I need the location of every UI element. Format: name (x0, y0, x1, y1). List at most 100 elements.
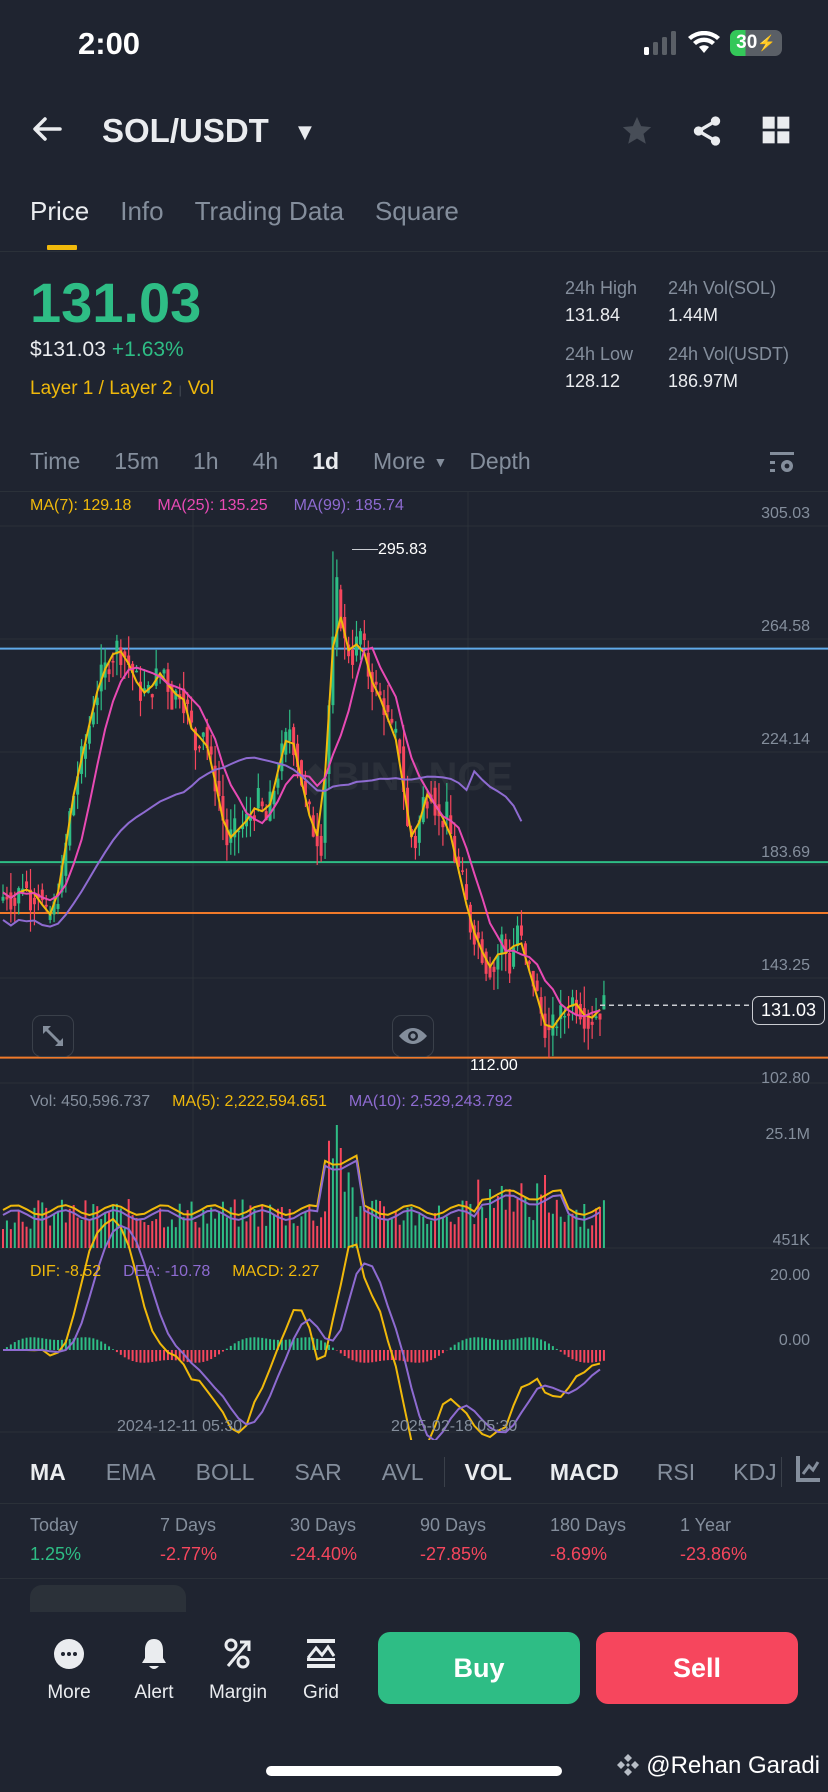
interval-more[interactable]: More (373, 448, 426, 474)
bottom-item-label: Alert (134, 1682, 174, 1703)
stat-value: 186.97M (668, 371, 739, 391)
bottom-item-label: Margin (208, 1682, 268, 1703)
perf-value: -8.69% (550, 1544, 608, 1564)
bottom-grid-button[interactable]: Grid (286, 1636, 356, 1704)
perf-label: 90 Days (420, 1515, 487, 1535)
perf-7d: 7 Days -2.77% (160, 1515, 290, 1565)
divider (0, 491, 828, 492)
interval-15m[interactable]: 15m (114, 448, 160, 474)
stat-label: 24h High (565, 278, 638, 298)
chart-settings-icon[interactable] (768, 450, 796, 480)
kline-chart[interactable]: ◆BINANCE (0, 0, 828, 1440)
indicator-rsi[interactable]: RSI (656, 1458, 696, 1485)
bottom-alert-button[interactable]: Alert (119, 1636, 189, 1704)
indicator-vol[interactable]: VOL (464, 1458, 512, 1485)
indicator-ema[interactable]: EMA (105, 1458, 156, 1485)
interval-1h[interactable]: 1h (193, 448, 219, 474)
macd-legend: DIF: -8.52 DEA: -10.78 MACD: 2.27 (30, 1263, 319, 1281)
stat-24h-vol-base: 24h Vol(SOL) 1.44M (668, 278, 776, 326)
battery-level: 30 (736, 32, 758, 53)
volume-axis-label: 451K (772, 1232, 810, 1249)
interval-time[interactable]: Time (30, 448, 81, 474)
macd-axis-label: 0.00 (778, 1332, 810, 1349)
tab-info[interactable]: Info (120, 196, 164, 226)
indicator-settings-icon[interactable] (795, 1456, 820, 1488)
tab-trading-data[interactable]: Trading Data (194, 196, 344, 226)
perf-value: -23.86% (680, 1544, 748, 1564)
more-caret-icon[interactable]: ▼ (433, 453, 448, 470)
status-icons: 30 ⚡ (644, 30, 782, 56)
sell-button[interactable]: Sell (596, 1632, 798, 1704)
eye-icon (399, 1028, 427, 1044)
indicator-kdj[interactable]: KDJ (733, 1458, 777, 1485)
divider (0, 1578, 828, 1579)
tag-vol[interactable]: Vol (187, 378, 215, 399)
perf-90d: 90 Days -27.85% (420, 1515, 550, 1565)
y-axis-label: 143.25 (761, 957, 810, 974)
perf-value: -27.85% (420, 1544, 488, 1564)
stat-24h-vol-quote: 24h Vol(USDT) 186.97M (668, 344, 789, 392)
favorite-star-icon[interactable] (620, 114, 656, 150)
wifi-icon (688, 31, 721, 53)
macd-axis-label: 20.00 (769, 1267, 810, 1284)
tag-separator: | (178, 383, 182, 397)
perf-label: 1 Year (680, 1515, 732, 1535)
fullscreen-button[interactable] (32, 1015, 74, 1057)
low-marker: 112.00 (470, 1057, 518, 1074)
usd-price-row: $131.03 +1.63% (30, 338, 184, 362)
high-marker-value: 295.83 (378, 541, 427, 558)
indicator-sar[interactable]: SAR (294, 1458, 342, 1485)
tag-layer[interactable]: Layer 1 / Layer 2 (30, 378, 173, 399)
interval-1d[interactable]: 1d (312, 448, 340, 474)
price-change-percent: +1.63% (111, 338, 184, 361)
buy-button[interactable]: Buy (378, 1632, 580, 1704)
more-icon (54, 1639, 84, 1669)
interval-depth[interactable]: Depth (469, 448, 531, 474)
usd-price: $131.03 (30, 338, 106, 361)
indicator-ma[interactable]: MA (30, 1458, 66, 1485)
stat-value: 131.84 (565, 305, 621, 325)
bottom-item-label: More (47, 1682, 91, 1703)
binance-logo-icon (616, 1754, 639, 1776)
volume-ma5: MA(5): 2,222,594.651 (172, 1093, 327, 1110)
svg-text:◆BINANCE: ◆BINANCE (299, 755, 513, 799)
share-icon[interactable] (690, 114, 726, 150)
perf-value: 1.25% (30, 1544, 82, 1564)
interval-4h[interactable]: 4h (252, 448, 279, 474)
battery-icon: 30 ⚡ (730, 30, 782, 56)
cellular-signal-icon (644, 31, 677, 55)
tab-square[interactable]: Square (374, 196, 459, 226)
perf-label: 180 Days (550, 1515, 627, 1535)
bottom-item-label: Grid (303, 1682, 339, 1703)
y-axis-label: 264.58 (761, 618, 810, 635)
home-indicator[interactable] (266, 1766, 562, 1776)
tab-price[interactable]: Price (30, 196, 90, 226)
watermark: @Rehan Garadi (616, 1752, 820, 1780)
ma25-value: MA(25): 135.25 (157, 497, 268, 514)
percent-icon (224, 1638, 251, 1669)
stat-label: 24h Vol(USDT) (668, 344, 790, 364)
indicator-boll[interactable]: BOLL (195, 1458, 255, 1485)
pair-title[interactable]: SOL/USDT (102, 112, 269, 149)
bottom-more-button[interactable]: More (34, 1636, 104, 1704)
volume-legend: Vol: 450,596.737 MA(5): 2,222,594.651 MA… (30, 1093, 513, 1111)
performance-row: Today 1.25% 7 Days -2.77% 30 Days -24.40% 9… (30, 1515, 810, 1565)
grid-layout-icon[interactable] (760, 114, 796, 150)
indicator-avl[interactable]: AVL (381, 1458, 424, 1485)
back-arrow-icon[interactable] (30, 112, 64, 155)
indicator-macd[interactable]: MACD (549, 1458, 619, 1485)
divider (0, 251, 828, 252)
active-tab-indicator (47, 245, 77, 250)
volume-ma10: MA(10): 2,529,243.792 (348, 1093, 513, 1110)
bottom-margin-button[interactable]: Margin (203, 1636, 273, 1704)
visibility-button[interactable] (392, 1015, 434, 1057)
current-price-tag: 131.03 (751, 996, 825, 1025)
stat-24h-high: 24h High 131.84 (565, 278, 637, 326)
perf-30d: 30 Days -24.40% (290, 1515, 420, 1565)
stat-value: 1.44M (668, 305, 719, 325)
tag-row: Layer 1 / Layer 2 | Vol (30, 378, 214, 400)
macd-dea: DEA: -10.78 (123, 1263, 211, 1280)
grid-bot-icon (306, 1639, 336, 1668)
macd-dif: DIF: -8.52 (30, 1263, 102, 1280)
pair-dropdown-icon[interactable]: ▼ (298, 122, 312, 143)
